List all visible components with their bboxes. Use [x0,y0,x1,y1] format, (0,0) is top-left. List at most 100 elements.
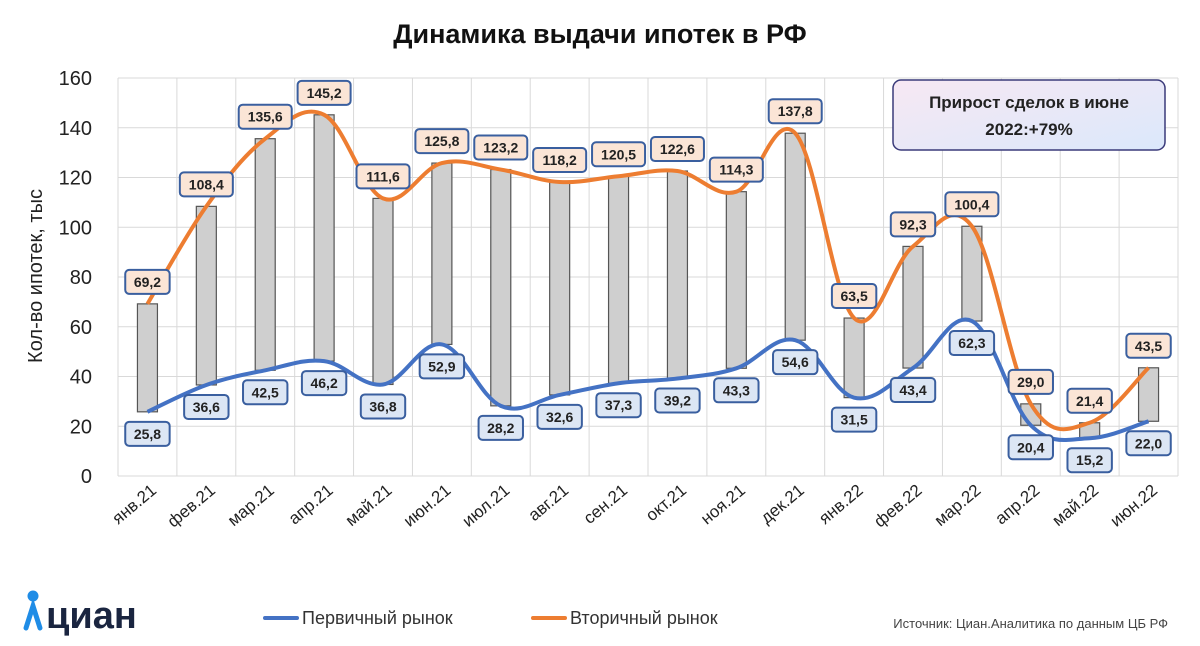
data-label-secondary: 111,6 [355,163,411,190]
data-label-primary-box [889,377,937,404]
data-label-primary-box [772,349,819,376]
data-label-secondary-box [708,156,764,183]
data-label-primary: 62,3 [948,330,996,357]
data-label-primary: 25,8 [124,420,171,447]
y-tick-label: 60 [70,317,92,339]
data-label-secondary-text: 43,5 [1135,338,1162,354]
data-label-secondary-text: 111,6 [366,168,400,184]
x-tick-label: май.21 [342,481,396,530]
x-tick-label: июл.21 [459,481,514,531]
data-label-secondary: 145,2 [296,79,352,106]
data-label-secondary: 21,4 [1066,387,1113,414]
data-label-secondary-box [296,79,352,106]
y-tick-label: 0 [81,466,92,488]
data-label-primary: 46,2 [300,370,348,397]
data-label-primary-box [300,370,348,397]
x-tick-label: окт.21 [642,481,690,526]
data-label-secondary-box [1125,332,1172,359]
y-tick-label: 40 [70,367,92,389]
data-label-secondary: 125,8 [414,128,470,155]
data-label-secondary: 135,6 [237,103,293,130]
range-bar [784,132,806,341]
data-label-secondary: 92,3 [889,211,937,238]
data-label-secondary-text: 29,0 [1017,374,1044,390]
y-axis-label: Кол-во ипотек, тыс [25,189,47,363]
legend-primary-label: Первичный рынок [302,608,453,628]
data-label-secondary-text: 123,2 [483,140,518,156]
data-label-secondary: 118,2 [532,146,588,173]
data-label-secondary-box [414,128,470,155]
range-bar [136,303,159,413]
data-label-primary: 39,2 [654,387,701,414]
legend: Первичный рынок Вторичный рынок [263,608,718,628]
data-label-primary: 43,4 [889,377,937,404]
data-label-secondary: 108,4 [178,171,234,198]
y-tick-label: 140 [59,118,92,140]
data-label-secondary: 123,2 [473,134,529,161]
range-bar [843,317,865,399]
callout-line1: Прирост сделок в июне [929,93,1129,112]
x-tick-label: янв.21 [109,481,160,529]
range-bar [666,170,689,380]
data-label-primary-box [124,420,171,447]
range-bar [607,175,630,384]
data-label-secondary-text: 122,6 [660,141,695,157]
data-label-primary-box [418,353,466,380]
x-tick-label: май.22 [1048,481,1102,530]
data-label-primary-text: 37,3 [605,397,632,413]
data-label-primary: 52,9 [418,353,466,380]
data-label-primary: 36,8 [359,393,407,420]
data-label-secondary-box [767,98,823,125]
callout-box [892,79,1166,151]
cian-logo: циан [23,590,137,637]
y-tick-label: 80 [70,267,92,289]
x-tick-label: фев.21 [164,481,219,532]
data-label-secondary-text: 118,2 [543,152,577,168]
data-label-primary-text: 43,4 [899,382,926,398]
data-label-secondary-text: 92,3 [899,216,926,232]
data-label-secondary-text: 114,3 [719,162,753,178]
range-bar [490,168,512,407]
data-label-primary-text: 39,2 [664,392,691,408]
legend-secondary-label: Вторичный рынок [570,608,718,628]
data-label-primary-text: 46,2 [310,375,337,391]
data-label-primary-text: 42,5 [252,384,279,400]
data-label-secondary: 100,4 [944,191,1000,218]
x-tick-label: авг.21 [525,481,573,525]
data-label-primary-box [1125,430,1172,457]
data-label-secondary: 63,5 [830,283,878,310]
data-label-secondary-box [591,141,647,168]
data-label-secondary: 122,6 [649,136,705,163]
range-bar [313,114,335,362]
data-label-primary-box [536,403,583,430]
x-tick-label: июн.22 [1107,481,1162,531]
data-label-primary-box [1066,447,1113,474]
logo-text: циан [46,595,137,637]
data-label-secondary-box [237,103,293,130]
data-label-primary-text: 25,8 [134,426,161,442]
data-label-primary: 20,4 [1007,434,1054,461]
data-label-secondary-box [649,136,705,163]
range-bar [902,245,924,369]
data-label-secondary-text: 108,4 [189,176,224,192]
source-note: Источник: Циан.Аналитика по данным ЦБ РФ [893,616,1168,631]
data-label-primary-text: 36,6 [193,399,220,415]
data-label-primary-text: 32,6 [546,409,573,425]
range-bar [372,197,394,386]
data-label-secondary-text: 120,5 [601,146,636,162]
data-label-secondary-box [1066,387,1113,414]
y-tick-label: 100 [59,217,92,239]
data-label-primary: 42,5 [242,379,289,406]
data-label-secondary-text: 135,6 [248,109,283,125]
data-label-secondary-text: 145,2 [307,85,342,101]
data-label-primary-box [654,387,701,414]
range-bars [136,114,1160,439]
data-label-primary: 36,6 [183,393,230,420]
data-label-primary-box [948,330,996,357]
data-label-secondary-text: 63,5 [840,288,867,304]
data-label-secondary-box [889,211,937,238]
data-label-primary-text: 22,0 [1135,435,1162,451]
y-tick-label: 160 [59,68,92,90]
data-label-secondary-box [355,163,411,190]
data-label-primary: 22,0 [1125,430,1172,457]
